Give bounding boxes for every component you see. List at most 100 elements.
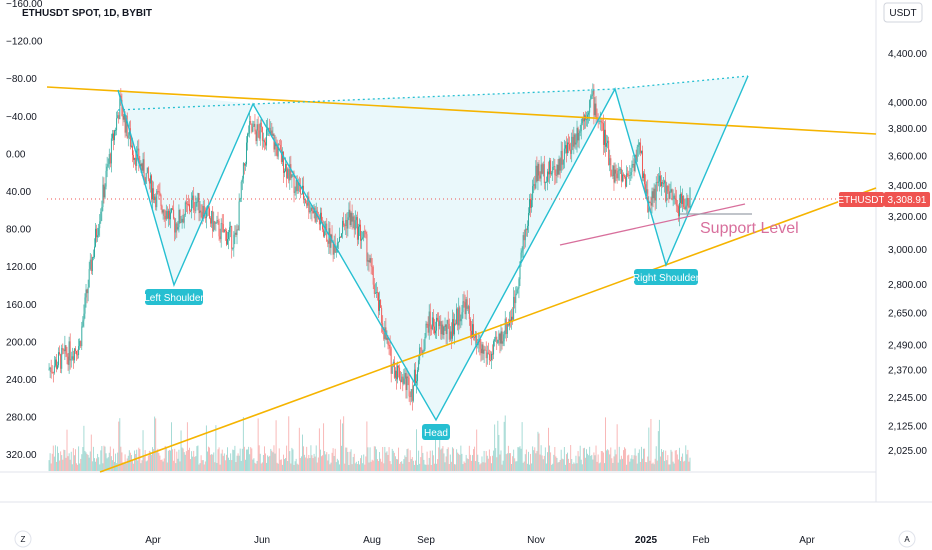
support-line[interactable] (559, 203, 746, 246)
volume-bar (604, 463, 605, 471)
head-label[interactable]: Head (422, 424, 450, 440)
candle-body (437, 317, 439, 321)
volume-bar (489, 456, 491, 471)
candle-body (337, 241, 339, 243)
volume-bar (295, 458, 297, 471)
candle-body (501, 331, 503, 344)
candle-body (389, 345, 391, 349)
volume-bar (672, 461, 674, 471)
candle-body (423, 349, 425, 353)
left-axis-tick: −40.00 (6, 112, 37, 123)
candle-body (216, 220, 218, 224)
candle-body (399, 367, 401, 380)
volume-bar (596, 461, 598, 471)
candle-body (675, 199, 677, 206)
candle-body (187, 204, 189, 206)
volume-bar (352, 457, 354, 471)
time-axis-label: Feb (692, 535, 710, 546)
volume-bar (335, 462, 337, 471)
candle-body (525, 229, 527, 231)
candle-body (247, 133, 249, 143)
volume-bar (386, 451, 388, 471)
lower-trendline[interactable] (99, 187, 877, 473)
candle-body (351, 212, 353, 222)
candle-body (257, 124, 259, 131)
volume-bar (639, 461, 641, 471)
volume-bar (200, 455, 202, 471)
candle-body (401, 376, 403, 383)
volume-bar (180, 430, 182, 471)
right-shoulder-label[interactable]: Right Shoulder (633, 269, 700, 285)
time-axis[interactable]: Apr Jun Aug Sep Nov 2025 Feb Apr (145, 535, 815, 546)
candle-body (147, 167, 149, 179)
candle-body (497, 339, 499, 343)
symbol-header[interactable]: ETHUSDT SPOT, 1D, BYBIT (22, 8, 152, 19)
volume-bar (468, 445, 470, 471)
candle-body (521, 250, 523, 253)
volume-bar (590, 455, 592, 471)
volume-bar (627, 455, 629, 471)
volume-bar (602, 452, 604, 471)
candle-body (468, 306, 470, 320)
candle-body (80, 341, 82, 347)
candle-body (386, 337, 388, 340)
candle-body (204, 217, 206, 219)
left-shoulder-label[interactable]: Left Shoulder (144, 289, 204, 305)
candle-body (430, 326, 432, 330)
candle-body (87, 287, 89, 294)
volume-bar (496, 457, 498, 471)
volume-bar (89, 451, 91, 471)
volume-bar (226, 454, 227, 471)
volume-bar (331, 452, 333, 471)
auto-scale-button-frame (898, 530, 916, 548)
right-axis[interactable]: 4,400.00 4,000.00 3,800.00 3,600.00 3,400.00… (888, 49, 927, 457)
candle-body (639, 142, 641, 153)
candle-body (400, 379, 402, 383)
candle-body (449, 331, 451, 340)
volume-bar (241, 448, 243, 471)
candle-body (115, 130, 117, 131)
candle-body (535, 165, 537, 189)
candle-body (487, 352, 489, 354)
upper-trendline[interactable] (46, 86, 877, 135)
candle-body (144, 178, 146, 184)
volume-bar (594, 455, 596, 471)
volume-bar (113, 448, 114, 471)
volume-bar (334, 448, 336, 471)
volume-bar (412, 460, 414, 471)
volume-bar (665, 450, 667, 471)
currency-button[interactable]: USDT (883, 2, 923, 23)
auto-scale-button[interactable]: A (898, 530, 916, 548)
candle-body (418, 360, 420, 371)
timezone-button[interactable]: Z (14, 530, 32, 548)
volume-bar (373, 446, 375, 471)
candle-body (121, 99, 123, 116)
volume-bar (637, 452, 639, 471)
volume-bar (577, 451, 579, 471)
candle-body (315, 210, 317, 222)
volume-bar (322, 455, 323, 471)
currency-button-label: USDT (889, 8, 916, 19)
pattern-zigzag[interactable] (117, 75, 749, 422)
volume-bar (610, 447, 612, 471)
volume-bar (317, 457, 319, 471)
candle-body (101, 206, 103, 212)
volume-bar (460, 445, 462, 471)
volume-bar (448, 464, 450, 471)
candle-body (103, 184, 105, 198)
volume-bar (399, 463, 401, 471)
candle-body (412, 385, 414, 401)
volume-bar (262, 455, 264, 471)
volume-bar (400, 461, 402, 471)
volume-bar (523, 461, 525, 471)
candle-body (185, 202, 187, 204)
neckline[interactable] (117, 75, 749, 111)
candle-body (564, 145, 566, 149)
candle-body (371, 266, 373, 268)
volume-bar (302, 434, 303, 471)
candle-body (626, 173, 628, 187)
candle-body (678, 202, 680, 217)
candle-body (95, 228, 96, 247)
candle-body (554, 166, 556, 176)
